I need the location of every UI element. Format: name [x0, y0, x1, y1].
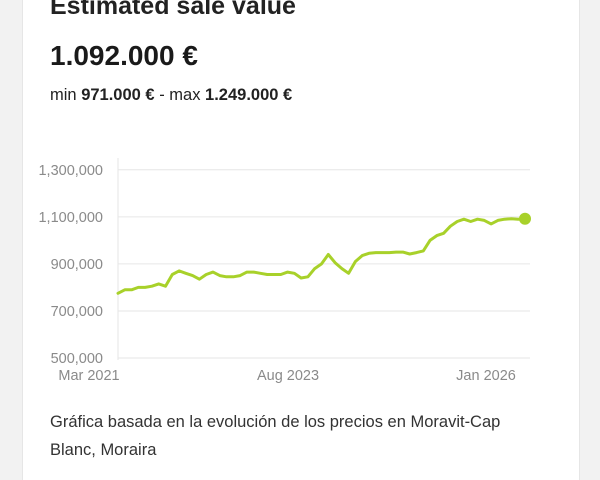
max-label: max: [169, 86, 201, 104]
x-tick-label: Jan 2026: [456, 368, 516, 384]
x-tick-label: Mar 2021: [58, 368, 119, 384]
y-tick-label: 900,000: [51, 257, 103, 273]
y-tick-label: 1,300,000: [38, 163, 103, 179]
estimate-title: Estimated sale value: [50, 0, 296, 20]
y-tick-label: 700,000: [51, 304, 103, 320]
price-evolution-chart: 1,300,000 1,100,000 900,000 700,000 500,000M…: [38, 158, 531, 384]
y-tick-label: 500,000: [51, 351, 103, 367]
y-tick-label: 1,100,000: [38, 210, 103, 226]
chart-note: Gráfica basada en la evolución de los pr…: [50, 413, 501, 459]
min-value: 971.000 €: [81, 86, 155, 104]
estimated-price: 1.092.000 €: [50, 40, 198, 71]
price-line: [116, 217, 527, 295]
current-value-point: [519, 212, 531, 225]
max-value: 1.249.000 €: [205, 86, 293, 104]
range-separator: -: [159, 86, 165, 104]
price-range: min 971.000 € - max 1.249.000 €: [50, 86, 292, 105]
min-label: min: [50, 86, 77, 104]
estimate-card: [22, 0, 580, 480]
x-tick-label: Aug 2023: [257, 368, 319, 384]
